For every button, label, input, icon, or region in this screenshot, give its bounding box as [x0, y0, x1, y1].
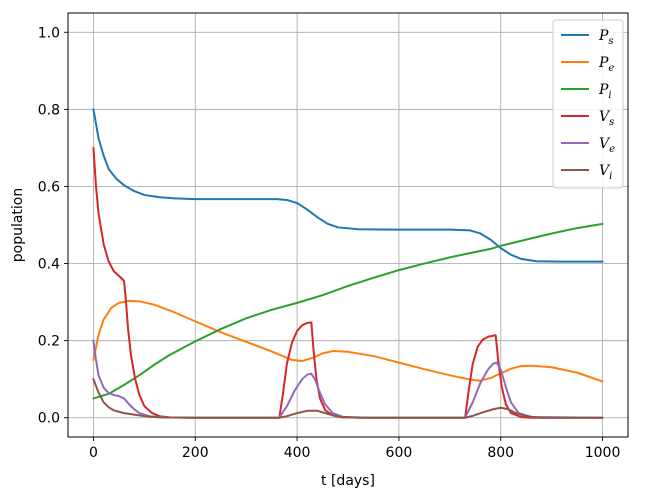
series-lines	[92, 108, 604, 419]
legend-label-main: V	[599, 136, 611, 152]
legend-label-subscript: s	[609, 117, 614, 128]
legend-label: Vs	[599, 109, 614, 128]
y-axis-label: population	[10, 188, 26, 263]
legend-label: Vi	[599, 163, 612, 182]
y-tick-label: 0.0	[38, 411, 60, 427]
series-line-p-s	[92, 108, 604, 263]
legend-label-subscript: i	[609, 171, 612, 182]
legend-label: Ve	[599, 136, 615, 155]
legend-label: Ps	[598, 28, 614, 47]
legend-label-main: P	[598, 55, 609, 71]
legend-label-main: V	[599, 163, 611, 179]
x-tick-label: 600	[386, 445, 413, 461]
y-tick-label: 0.2	[38, 334, 60, 350]
x-axis-label: t [days]	[321, 473, 375, 489]
series-line-v-i	[92, 378, 604, 419]
series-line-p-e	[92, 299, 604, 383]
series-line-p-i	[92, 222, 604, 400]
grid	[68, 13, 628, 437]
y-tick-label: 0.6	[38, 179, 60, 195]
series-line-v-s	[92, 146, 604, 419]
x-tick-label: 1000	[585, 445, 621, 461]
legend-label: Pi	[598, 82, 612, 101]
legend-label-main: V	[599, 109, 611, 125]
y-tick-label: 0.8	[38, 102, 60, 118]
x-tick-label: 200	[182, 445, 209, 461]
legend-label-subscript: e	[608, 63, 614, 74]
y-tick-label: 0.4	[38, 257, 60, 273]
legend-label-subscript: e	[609, 144, 615, 155]
legend-label-subscript: i	[608, 90, 611, 101]
series-line-v-e	[92, 339, 604, 419]
x-tick-label: 800	[487, 445, 514, 461]
plot-frame	[67, 12, 629, 438]
legend-label-subscript: s	[608, 36, 613, 47]
x-tick-label: 0	[89, 445, 98, 461]
legend-label-main: P	[598, 82, 609, 98]
axis-ticks: 0 200 400 600 800 1000 0.0 0.2 0.4 0.6 0.8 1.0	[38, 25, 621, 461]
y-tick-label: 1.0	[38, 25, 60, 41]
legend-label: Pe	[598, 55, 614, 74]
legend-label-main: P	[598, 28, 609, 44]
x-tick-label: 400	[284, 445, 311, 461]
